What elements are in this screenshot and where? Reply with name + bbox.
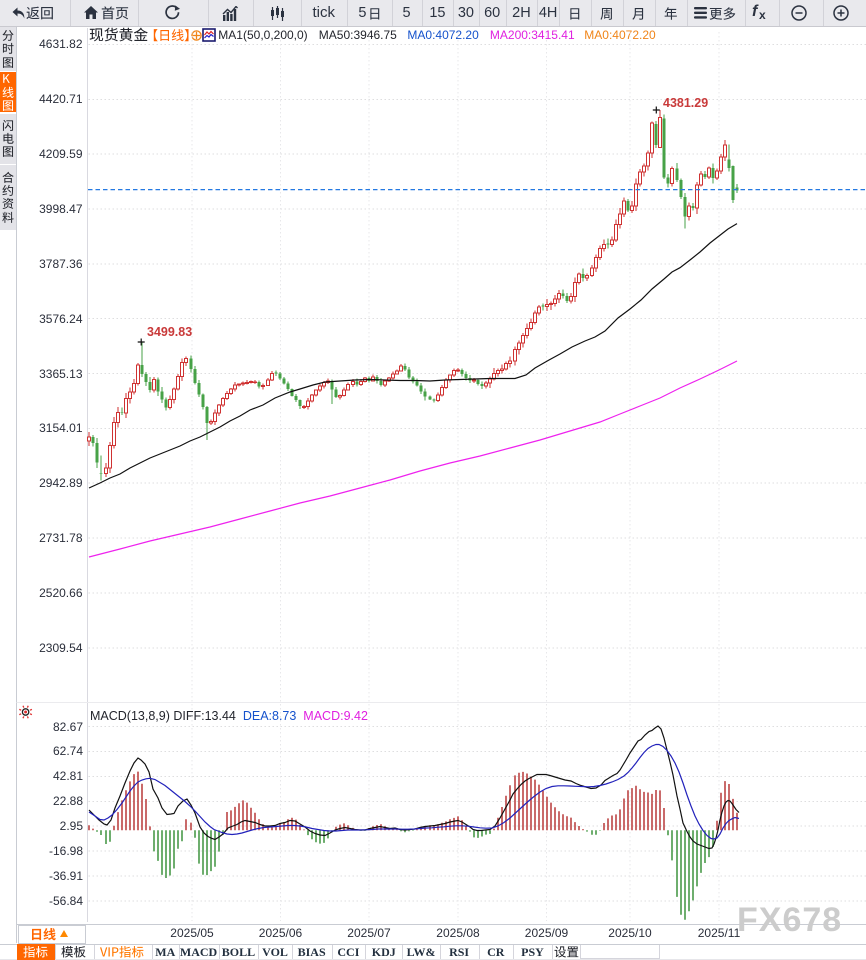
svg-text:4381.29: 4381.29: [663, 96, 708, 110]
svg-text:FX678: FX678: [737, 901, 842, 939]
svg-text:3499.83: 3499.83: [147, 325, 192, 339]
